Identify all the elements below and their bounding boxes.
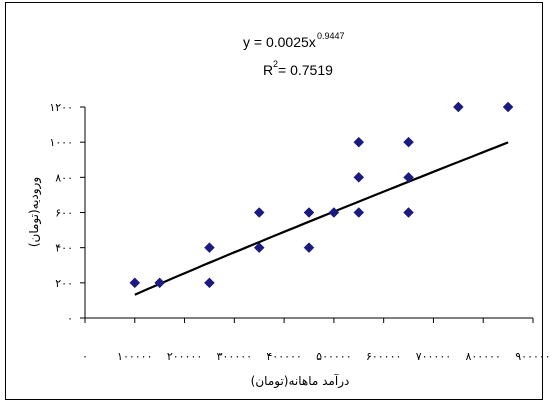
data-point	[353, 136, 365, 148]
y-tick-label: ۰	[67, 312, 73, 325]
data-point	[353, 207, 365, 218]
data-point	[452, 101, 464, 113]
y-tick-label: ۱۲۰۰	[49, 101, 73, 114]
axes	[80, 106, 534, 323]
data-point	[403, 136, 414, 148]
x-tick-label: ۳۰۰۰۰۰	[217, 350, 252, 363]
r-squared-value: = 0.7519	[278, 62, 333, 78]
data-point	[502, 101, 514, 113]
x-tick-label: ۰	[82, 350, 88, 363]
data-point	[403, 207, 414, 218]
x-tick-label: ۲۰۰۰۰۰	[167, 350, 202, 363]
x-tick-label: ۴۰۰۰۰۰	[266, 350, 301, 363]
y-tick-label: ۱۰۰۰	[49, 136, 73, 149]
trendline-equation: y = 0.0025x 0.9447 R 2 = 0.7519	[243, 31, 345, 78]
y-tick-label: ۴۰۰	[55, 242, 73, 255]
y-tick-label: ۶۰۰	[55, 207, 73, 220]
data-point	[129, 277, 141, 289]
y-tick-label: ۲۰۰	[55, 277, 73, 290]
x-tick-label: ۸۰۰۰۰۰	[465, 350, 500, 363]
x-tick-label: ۵۰۰۰۰۰	[316, 350, 351, 363]
equation-text: y = 0.0025x	[243, 34, 316, 50]
x-tick-label: ۶۰۰۰۰۰	[366, 350, 401, 363]
data-point	[303, 207, 315, 218]
r-squared-exponent: 2	[273, 59, 278, 69]
x-tick-labels: ۰ ۱۰۰۰۰۰ ۲۰۰۰۰۰ ۳۰۰۰۰۰ ۴۰۰۰۰۰ ۵۰۰۰۰۰ ۶۰۰۰۰۰ ۷۰۰…	[82, 350, 551, 363]
data-point	[253, 242, 265, 254]
trendline-path	[134, 141, 509, 296]
data-point	[154, 277, 166, 289]
x-tick-label: ۱۰۰۰۰۰	[117, 350, 152, 363]
equation-exponent: 0.9447	[317, 31, 345, 41]
data-points	[129, 101, 514, 289]
x-tick-label: ۷۰۰۰۰۰	[416, 350, 451, 363]
chart-frame	[5, 2, 543, 400]
x-tick-label: ۹۰۰۰۰۰	[515, 350, 550, 363]
y-tick-labels: ۰ ۲۰۰ ۴۰۰ ۶۰۰ ۸۰۰ ۱۰۰۰ ۱۲۰۰	[49, 101, 73, 325]
trendline	[134, 141, 509, 296]
data-point	[253, 207, 265, 218]
r-squared-prefix: R	[263, 62, 273, 78]
data-point	[204, 277, 215, 289]
data-point	[403, 171, 414, 183]
data-point	[353, 171, 365, 183]
data-point	[303, 242, 315, 254]
data-point	[204, 242, 215, 254]
y-tick-label: ۸۰۰	[55, 171, 73, 184]
y-axis-label: ورودیه(تومان)	[27, 177, 42, 247]
x-axis-label: درآمد ماهانه(تومان)	[251, 373, 350, 389]
data-point	[328, 207, 340, 218]
